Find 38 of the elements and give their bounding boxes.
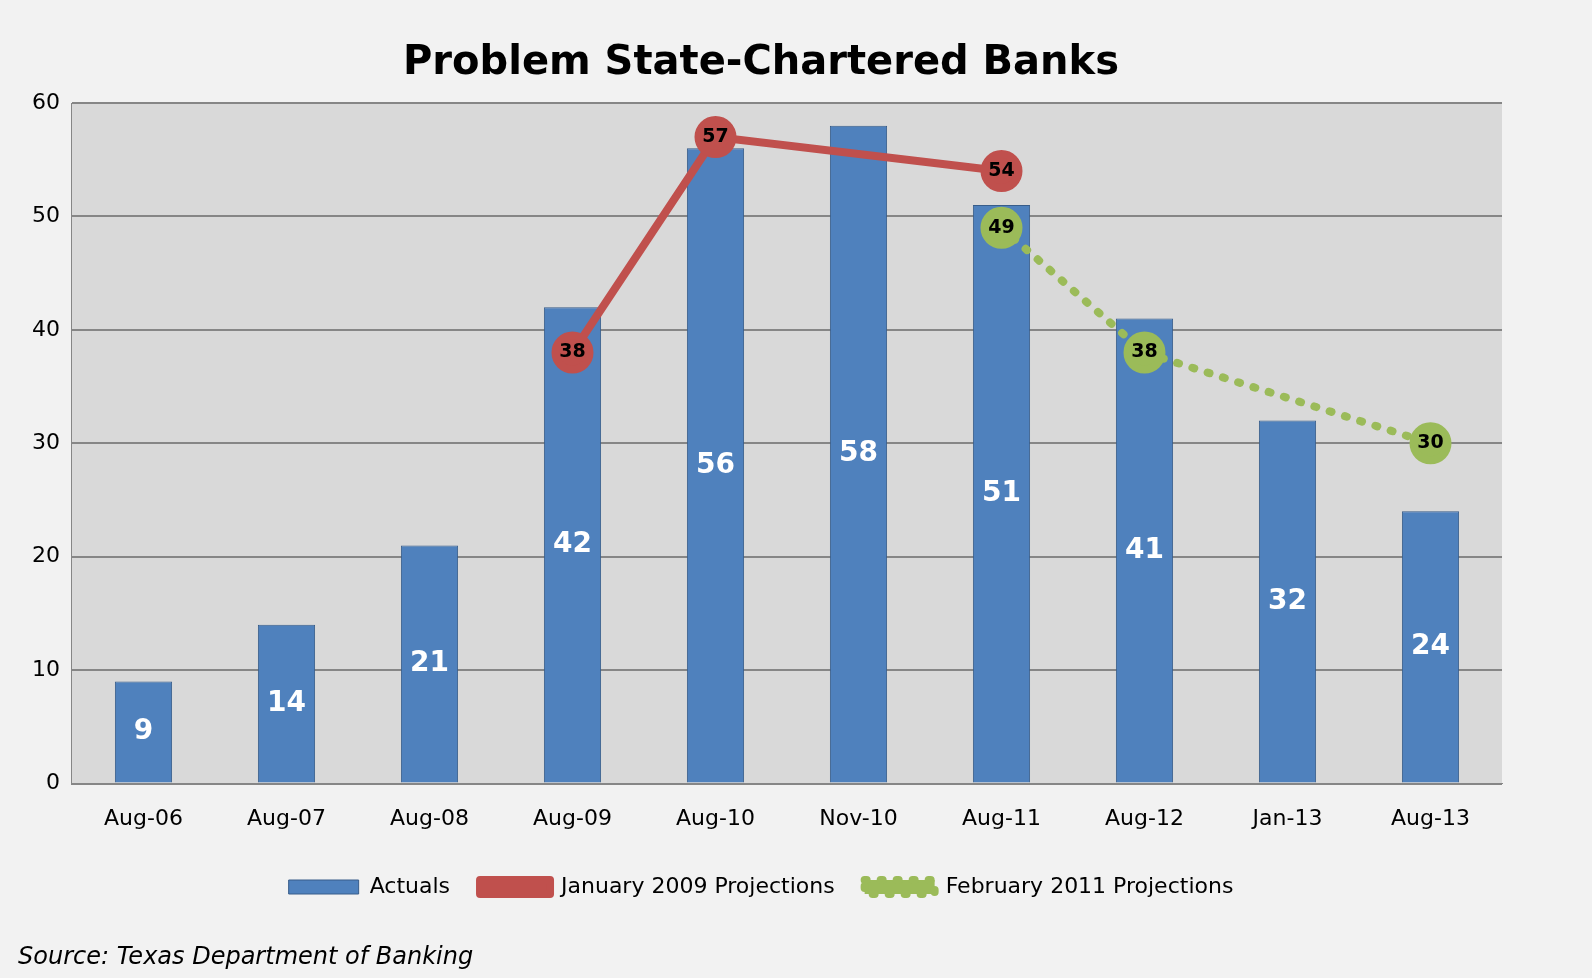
x-tick-label: Aug-10 <box>676 804 755 830</box>
data-label: 9 <box>133 713 154 747</box>
data-label: 21 <box>410 645 449 679</box>
data-label: 38 <box>559 339 586 362</box>
y-tick-label: 20 <box>31 542 60 568</box>
data-label: 54 <box>988 158 1015 180</box>
y-tick-label: 0 <box>45 769 60 795</box>
y-tick-label: 10 <box>31 655 60 681</box>
x-tick-label: Aug-12 <box>1105 804 1184 830</box>
x-tick-label: Nov-10 <box>819 804 898 830</box>
legend-label: Actuals <box>369 872 451 898</box>
x-tick-label: Aug-07 <box>247 804 326 830</box>
x-tick-label: Aug-06 <box>104 804 183 830</box>
chart-title: Problem State-Chartered Banks <box>403 37 1119 84</box>
x-tick-label: Aug-11 <box>962 804 1041 830</box>
legend-label: January 2009 Projections <box>559 872 835 898</box>
source-note: Source: Texas Department of Banking <box>18 942 474 970</box>
data-label: 58 <box>839 435 878 469</box>
data-label: 14 <box>267 684 306 718</box>
data-label: 24 <box>1411 628 1450 662</box>
data-label: 49 <box>988 214 1015 237</box>
data-label: 38 <box>1131 339 1158 362</box>
data-label: 42 <box>553 526 592 560</box>
y-tick-label: 40 <box>31 315 60 341</box>
data-label: 56 <box>696 446 735 480</box>
data-label: 57 <box>702 123 729 146</box>
x-tick-label: Aug-08 <box>390 804 469 830</box>
y-tick-label: 50 <box>31 202 60 228</box>
y-tick-label: 60 <box>31 88 60 114</box>
data-label: 32 <box>1268 582 1307 616</box>
x-tick-label: Jan-13 <box>1250 804 1323 830</box>
data-label: 30 <box>1417 430 1444 453</box>
data-label: 51 <box>982 475 1021 509</box>
x-tick-label: Aug-13 <box>1391 804 1470 830</box>
data-label: 41 <box>1125 531 1164 565</box>
legend-label: February 2011 Projections <box>945 872 1234 898</box>
y-tick-label: 30 <box>31 429 60 455</box>
x-tick-label: Aug-09 <box>533 804 612 830</box>
